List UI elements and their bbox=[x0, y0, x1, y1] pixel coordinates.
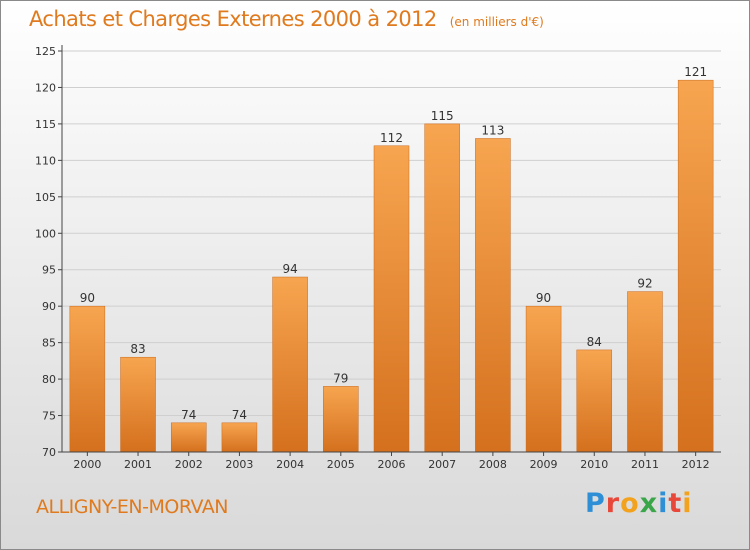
logo-letter: r bbox=[605, 488, 621, 519]
value-label: 90 bbox=[536, 291, 551, 305]
value-label: 79 bbox=[333, 371, 348, 385]
chart-title: Achats et Charges Externes 2000 à 2012 bbox=[29, 7, 437, 31]
bar-2003 bbox=[221, 422, 258, 453]
proxiti-logo[interactable]: Proxiti bbox=[585, 488, 693, 519]
y-tick-label: 85 bbox=[42, 337, 56, 350]
logo-letter: P bbox=[585, 488, 606, 519]
value-label: 113 bbox=[481, 123, 504, 137]
x-tick-label: 2002 bbox=[175, 458, 203, 471]
logo-letter: o bbox=[620, 488, 640, 519]
value-label: 74 bbox=[232, 408, 247, 422]
y-tick-label: 70 bbox=[42, 446, 56, 459]
chart-subtitle: (en milliers d'€) bbox=[449, 15, 544, 29]
value-label: 83 bbox=[130, 342, 145, 356]
value-label: 84 bbox=[587, 335, 602, 349]
x-tick-label: 2006 bbox=[378, 458, 406, 471]
bar-2010 bbox=[576, 349, 613, 453]
x-tick-label: 2011 bbox=[631, 458, 659, 471]
axis-layer bbox=[58, 45, 721, 456]
bar-layer bbox=[69, 79, 714, 453]
value-label: 121 bbox=[684, 65, 707, 79]
bar-2006 bbox=[373, 145, 410, 453]
value-label: 90 bbox=[80, 291, 95, 305]
x-tick-label: 2007 bbox=[428, 458, 456, 471]
value-label: 94 bbox=[282, 262, 297, 276]
value-label: 92 bbox=[637, 277, 652, 291]
bar-2001 bbox=[120, 356, 156, 453]
y-tick-label: 110 bbox=[35, 154, 56, 167]
x-tick-label: 2010 bbox=[580, 458, 608, 471]
x-tick-label: 2004 bbox=[276, 458, 304, 471]
x-tick-label: 2005 bbox=[327, 458, 355, 471]
x-tick-label: 2001 bbox=[124, 458, 152, 471]
logo-letter: x bbox=[639, 488, 659, 519]
x-tick-label: 2008 bbox=[479, 458, 507, 471]
y-tick-label: 100 bbox=[35, 227, 56, 240]
y-tick-label: 80 bbox=[42, 373, 56, 386]
x-tick-label: 2009 bbox=[530, 458, 558, 471]
bar-2002 bbox=[170, 422, 207, 453]
y-tick-label: 125 bbox=[35, 45, 56, 58]
logo-letter: i bbox=[658, 488, 669, 519]
y-tick-label: 95 bbox=[42, 264, 56, 277]
commune-name: ALLIGNY-EN-MORVAN bbox=[36, 496, 229, 518]
label-layer: 70 75 80 85 90 95 100 105 110 115 120 125 90 2000 83 20… bbox=[35, 45, 710, 471]
value-label: 112 bbox=[380, 131, 403, 145]
y-tick-label: 115 bbox=[35, 118, 56, 131]
logo-letter: t bbox=[668, 488, 683, 519]
bar-2009 bbox=[525, 305, 562, 453]
y-tick-label: 120 bbox=[35, 81, 56, 94]
y-tick-label: 105 bbox=[35, 191, 56, 204]
value-label: 115 bbox=[431, 109, 454, 123]
bar-2000 bbox=[69, 305, 106, 453]
value-label: 74 bbox=[181, 408, 196, 422]
y-tick-label: 90 bbox=[42, 300, 56, 313]
bar-2004 bbox=[272, 276, 308, 453]
bar-2007 bbox=[424, 123, 460, 453]
y-tick-label: 75 bbox=[42, 410, 56, 423]
logo-letter: i bbox=[682, 488, 693, 519]
x-tick-label: 2003 bbox=[225, 458, 253, 471]
title-row: Achats et Charges Externes 2000 à 2012 (… bbox=[29, 7, 544, 31]
bar-2011 bbox=[627, 291, 663, 453]
bar-2008 bbox=[475, 138, 511, 453]
bar-2012 bbox=[677, 79, 714, 453]
x-tick-label: 2012 bbox=[682, 458, 710, 471]
x-tick-label: 2000 bbox=[73, 458, 101, 471]
bar-2005 bbox=[323, 386, 359, 453]
